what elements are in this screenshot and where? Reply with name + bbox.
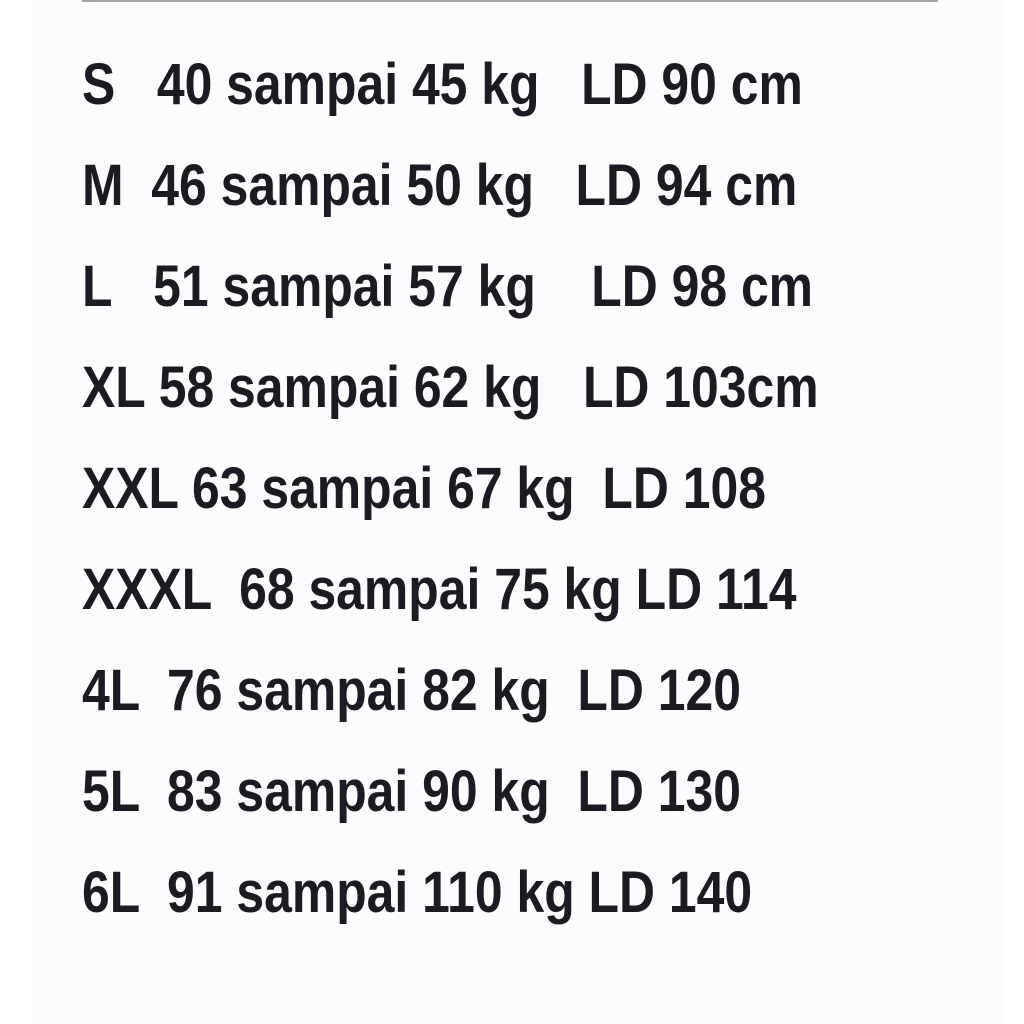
size-row-sep2 — [540, 52, 582, 117]
size-row-size: S — [82, 52, 116, 117]
size-row-sep2 — [575, 456, 603, 521]
size-row-chest: LD 108 — [602, 456, 766, 521]
size-row: XL 58 sampai 62 kg LD 103cm — [82, 359, 819, 417]
size-row: S 40 sampai 45 kg LD 90 cm — [82, 56, 803, 114]
size-row-sep1 — [139, 860, 167, 925]
size-row-weight: 83 sampai 90 kg — [167, 759, 550, 824]
size-row-sep2 — [550, 759, 578, 824]
size-row-sep1 — [139, 759, 167, 824]
size-row-chest: LD 120 — [577, 658, 741, 723]
size-row: L 51 sampai 57 kg LD 98 cm — [82, 258, 813, 316]
size-row-sep2 — [541, 355, 583, 420]
size-row-sep2 — [575, 860, 589, 925]
size-row-chest: LD 103cm — [582, 355, 819, 420]
size-row: 6L 91 sampai 110 kg LD 140 — [82, 864, 752, 922]
size-row-chest: LD 140 — [588, 860, 753, 925]
size-row: M 46 sampai 50 kg LD 94 cm — [82, 157, 797, 215]
size-row-weight: 58 sampai 62 kg — [158, 355, 542, 420]
size-row-sep1 — [211, 557, 239, 622]
size-row-sep1 — [112, 254, 154, 319]
size-row-sep2 — [550, 658, 578, 723]
size-row-sep1 — [178, 456, 192, 521]
size-row-chest: LD 90 cm — [581, 52, 803, 117]
size-row-chest: LD 114 — [635, 557, 797, 622]
size-row: 4L 76 sampai 82 kg LD 120 — [82, 662, 741, 720]
size-row-weight: 63 sampai 67 kg — [191, 456, 575, 521]
size-row-size: 6L — [82, 860, 140, 925]
size-row-weight: 91 sampai 110 kg — [167, 860, 575, 925]
size-row-size: XL — [82, 355, 145, 420]
size-row: 5L 83 sampai 90 kg LD 130 — [82, 763, 741, 821]
size-row-sep2 — [622, 557, 636, 622]
size-row-sep1 — [145, 355, 159, 420]
size-row-size: 5L — [82, 759, 140, 824]
top-divider — [82, 0, 938, 2]
size-row-weight: 46 sampai 50 kg — [151, 153, 534, 218]
size-row-weight: 51 sampai 57 kg — [153, 254, 536, 319]
size-row-sep2 — [534, 153, 576, 218]
size-row-chest: LD 98 cm — [591, 254, 814, 319]
size-row-weight: 68 sampai 75 kg — [239, 557, 622, 622]
size-row-chest: LD 94 cm — [575, 153, 798, 218]
size-row-size: L — [82, 254, 112, 319]
size-row-sep1 — [115, 52, 157, 117]
size-row-size: M — [82, 153, 124, 218]
size-row: XXL 63 sampai 67 kg LD 108 — [82, 460, 766, 518]
size-row: XXXL 68 sampai 75 kg LD 114 — [82, 561, 796, 619]
content-panel — [33, 0, 1005, 1024]
size-row-size: 4L — [82, 658, 140, 723]
size-row-weight: 40 sampai 45 kg — [156, 52, 540, 117]
size-row-chest: LD 130 — [577, 759, 741, 824]
size-row-size: XXL — [82, 456, 179, 521]
size-row-sep2 — [536, 254, 591, 319]
size-row-size: XXXL — [82, 557, 212, 622]
size-row-sep1 — [139, 658, 167, 723]
size-row-sep1 — [124, 153, 152, 218]
size-row-weight: 76 sampai 82 kg — [167, 658, 550, 723]
